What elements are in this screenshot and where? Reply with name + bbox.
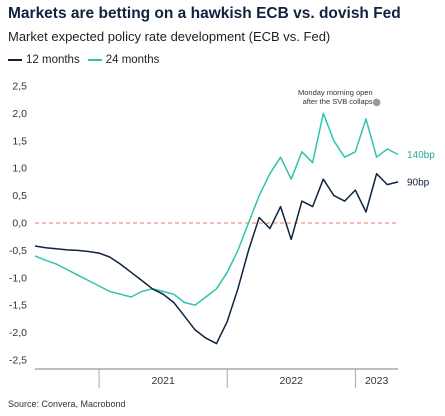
chart-title: Markets are betting on a hawkish ECB vs.… <box>8 5 401 22</box>
annotation-text-line2: after the SVB collaps <box>303 97 373 106</box>
x-tick-label: 2021 <box>151 375 175 387</box>
legend-swatch-24-months <box>87 59 102 61</box>
y-tick-label: 0,5 <box>12 190 27 202</box>
y-tick-label: 2,0 <box>12 108 27 120</box>
legend-label-24-months: 24 months <box>105 54 160 66</box>
y-tick-label: 1,0 <box>12 163 27 175</box>
y-tick-label: -0,5 <box>9 245 27 257</box>
legend-swatch-12-months <box>8 59 22 61</box>
x-tick-label: 2023 <box>365 375 389 387</box>
y-tick-label: -2,0 <box>9 327 27 339</box>
source-note: Source: Convera, Macrobond <box>8 399 126 409</box>
annotation-marker <box>372 98 381 107</box>
end-label-12-months: 90bp <box>407 177 430 188</box>
y-tick-label: 1,5 <box>12 135 27 147</box>
y-tick-label: -2,5 <box>9 355 27 367</box>
annotation-text-line1: Monday morning open <box>298 88 373 97</box>
legend-item-24-months: 24 months <box>87 54 160 66</box>
chart-subtitle: Market expected policy rate development … <box>8 29 331 44</box>
y-tick-label: -1,5 <box>9 300 27 312</box>
x-tick-label: 2022 <box>280 375 304 387</box>
series-line-24-months <box>34 112 399 306</box>
legend-label-12-months: 12 months <box>26 54 80 66</box>
y-tick-label: 2,5 <box>12 81 27 93</box>
end-label-24-months: 140bp <box>407 150 435 161</box>
legend: 12 months 24 months <box>8 54 159 66</box>
series-line-12-months <box>34 172 399 345</box>
legend-item-12-months: 12 months <box>8 54 80 66</box>
y-tick-label: -1,0 <box>9 272 27 284</box>
y-tick-label: 0,0 <box>12 218 27 230</box>
